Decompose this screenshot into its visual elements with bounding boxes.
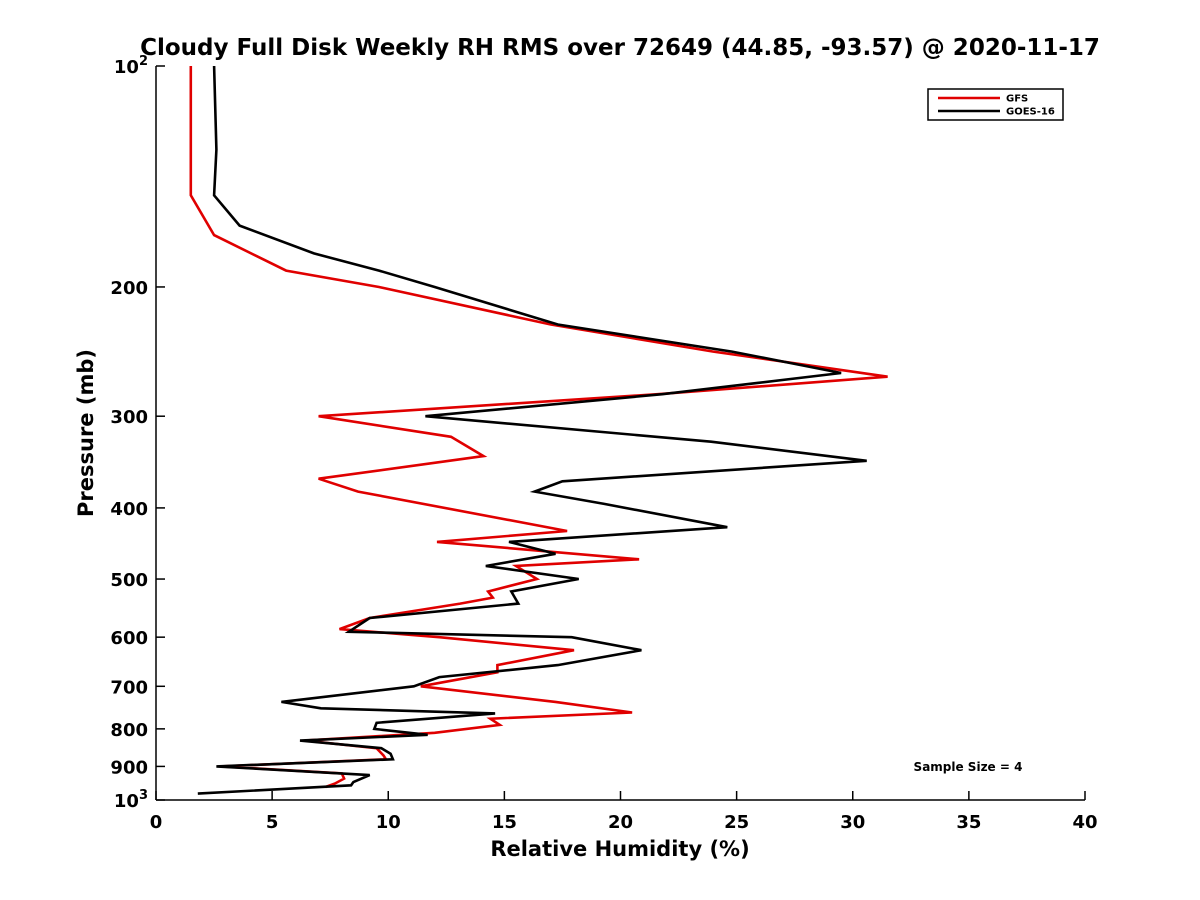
sample-size-annotation: Sample Size = 4: [914, 760, 1023, 774]
y-tick-label: 900: [110, 757, 148, 778]
x-tick-label: 40: [1072, 812, 1097, 833]
plot-area: [156, 66, 1085, 800]
legend-label-gfs: GFS: [1006, 94, 1028, 105]
y-tick-label: 400: [110, 499, 148, 520]
x-tick-label: 5: [266, 812, 279, 833]
x-tick-label: 35: [956, 812, 981, 833]
x-tick-label: 20: [608, 812, 633, 833]
legend: GFS GOES-16: [928, 89, 1063, 120]
y-tick-label: 300: [110, 407, 148, 428]
y-tick-label: 500: [110, 570, 148, 591]
x-tick-label: 30: [840, 812, 865, 833]
x-axis-label: Relative Humidity (%): [490, 837, 749, 861]
x-tick-label: 10: [376, 812, 401, 833]
y-tick-label: 600: [110, 628, 148, 649]
legend-label-goes-16: GOES-16: [1006, 107, 1055, 118]
y-tick-label: 700: [110, 677, 148, 698]
y-tick-label: 800: [110, 720, 148, 741]
x-tick-label: 0: [150, 812, 163, 833]
y-tick-label: 200: [110, 278, 148, 299]
x-tick-label: 15: [492, 812, 517, 833]
chart-title: Cloudy Full Disk Weekly RH RMS over 7264…: [140, 35, 1100, 61]
rh-rms-profile-chart: Cloudy Full Disk Weekly RH RMS over 7264…: [0, 0, 1200, 900]
x-tick-label: 25: [724, 812, 749, 833]
y-axis-label: Pressure (mb): [74, 349, 98, 517]
